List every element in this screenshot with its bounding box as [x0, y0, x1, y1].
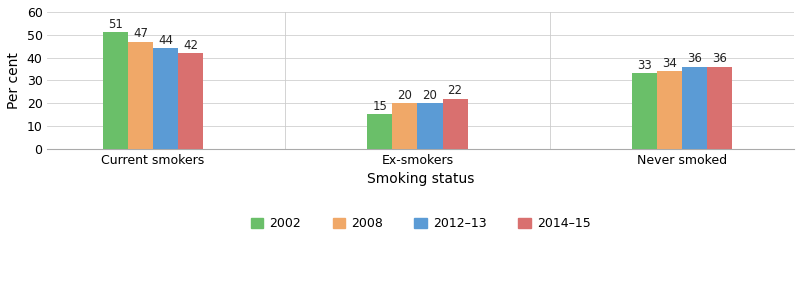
Text: 20: 20 — [422, 89, 437, 102]
Text: 44: 44 — [158, 34, 173, 47]
Text: 22: 22 — [448, 84, 462, 97]
Bar — [392, 103, 417, 149]
Text: 15: 15 — [372, 100, 387, 113]
Bar — [657, 71, 682, 149]
Bar — [706, 67, 732, 149]
Text: 33: 33 — [637, 59, 651, 72]
Bar — [367, 114, 392, 149]
Text: 47: 47 — [133, 27, 148, 40]
Y-axis label: Per cent: Per cent — [7, 52, 21, 109]
Legend: 2002, 2008, 2012–13, 2014–15: 2002, 2008, 2012–13, 2014–15 — [246, 212, 596, 235]
Text: 20: 20 — [397, 89, 413, 102]
Bar — [128, 42, 153, 149]
Bar — [442, 99, 468, 149]
Text: 42: 42 — [183, 39, 199, 52]
Bar — [178, 53, 203, 149]
Bar — [417, 103, 442, 149]
Bar — [153, 48, 178, 149]
Text: 36: 36 — [712, 52, 727, 65]
Text: 34: 34 — [662, 57, 677, 70]
Text: 51: 51 — [108, 18, 123, 31]
X-axis label: Smoking status: Smoking status — [367, 172, 474, 186]
Bar — [682, 67, 706, 149]
Bar — [631, 73, 657, 149]
Bar — [103, 32, 128, 149]
Text: 36: 36 — [686, 52, 702, 65]
